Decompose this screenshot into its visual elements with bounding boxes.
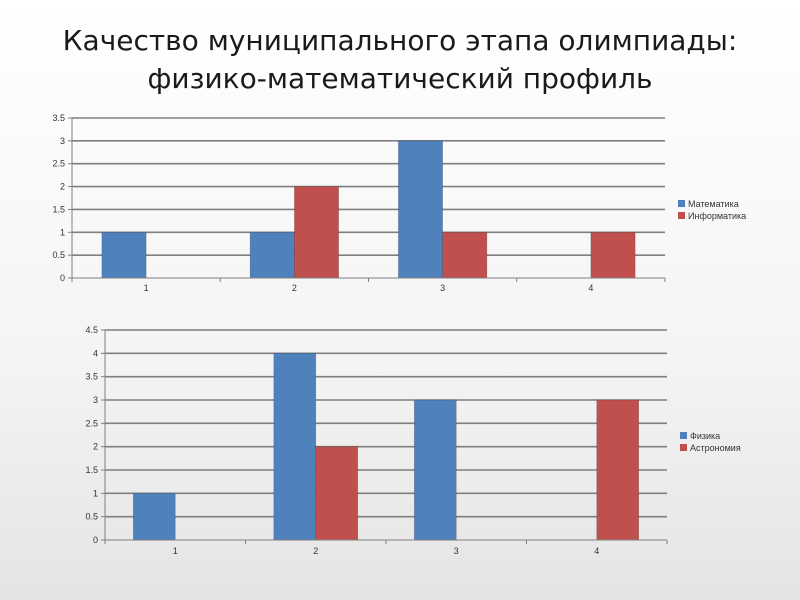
legend-label: Астрономия bbox=[690, 443, 741, 453]
legend-swatch bbox=[678, 200, 685, 207]
y-tick-label: 4 bbox=[93, 348, 98, 358]
bar bbox=[414, 399, 457, 541]
bar bbox=[442, 231, 488, 279]
x-tick-label: 2 bbox=[313, 546, 318, 556]
y-tick-label: 0 bbox=[93, 535, 98, 545]
legend-swatch bbox=[680, 444, 687, 451]
y-tick-label: 4.5 bbox=[85, 325, 98, 335]
y-tick-label: 0.5 bbox=[85, 512, 98, 522]
bar bbox=[273, 353, 317, 541]
y-tick-label: 1.5 bbox=[85, 465, 98, 475]
slide-title-line-2: физико-математический профиль bbox=[147, 62, 653, 95]
slide-title: Качество муниципального этапа олимпиады:… bbox=[0, 22, 800, 98]
y-tick-label: 0.5 bbox=[52, 250, 65, 260]
bar bbox=[398, 140, 443, 279]
y-tick-label: 2 bbox=[93, 442, 98, 452]
y-tick-label: 2.5 bbox=[85, 418, 98, 428]
x-tick-label: 4 bbox=[588, 283, 593, 293]
chart-math-informatics: 0 0.5 1 1.5 2 2.5 3 3.5 1 2 3 4 Математика Информатик… bbox=[52, 113, 746, 293]
legend-swatch bbox=[680, 432, 687, 439]
y-tick-label: 1 bbox=[93, 488, 98, 498]
x-tick-label: 4 bbox=[594, 546, 599, 556]
legend-label: Математика bbox=[688, 199, 739, 209]
bar bbox=[315, 446, 358, 541]
bar bbox=[101, 231, 147, 279]
y-tick-label: 2 bbox=[60, 182, 65, 192]
slide-title-line-1: Качество муниципального этапа олимпиады: bbox=[62, 24, 738, 57]
bar bbox=[133, 493, 176, 541]
bar bbox=[249, 231, 295, 279]
chart-physics-astronomy: 0 0.5 1 1.5 2 2.5 3 3.5 4 4.5 1 2 3 4 Физика Астрономия bbox=[85, 325, 741, 556]
y-tick-label: 3.5 bbox=[85, 372, 98, 382]
y-tick-label: 3.5 bbox=[52, 113, 65, 123]
bar bbox=[596, 399, 639, 541]
bar bbox=[590, 231, 636, 279]
x-tick-label: 3 bbox=[454, 546, 459, 556]
y-tick-label: 3 bbox=[93, 395, 98, 405]
y-tick-label: 0 bbox=[60, 273, 65, 283]
x-tick-label: 1 bbox=[173, 546, 178, 556]
y-tick-label: 2.5 bbox=[52, 159, 65, 169]
x-tick-label: 2 bbox=[292, 283, 297, 293]
x-tick-label: 3 bbox=[440, 283, 445, 293]
bar bbox=[294, 186, 339, 279]
x-tick-label: 1 bbox=[144, 283, 149, 293]
y-tick-label: 3 bbox=[60, 136, 65, 146]
legend-label: Информатика bbox=[688, 211, 746, 221]
y-tick-label: 1 bbox=[60, 227, 65, 237]
y-tick-label: 1.5 bbox=[52, 204, 65, 214]
legend-swatch bbox=[678, 212, 685, 219]
legend-label: Физика bbox=[690, 431, 720, 441]
